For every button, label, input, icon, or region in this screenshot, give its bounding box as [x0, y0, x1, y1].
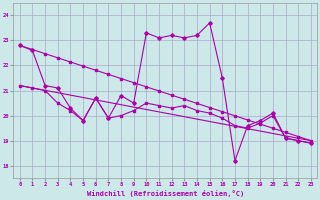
X-axis label: Windchill (Refroidissement éolien,°C): Windchill (Refroidissement éolien,°C) — [87, 190, 244, 197]
